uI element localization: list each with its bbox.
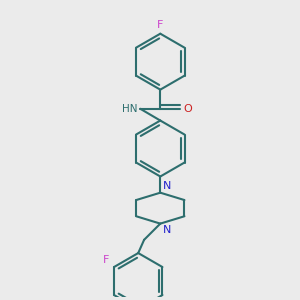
- Text: F: F: [157, 20, 164, 30]
- Text: O: O: [184, 104, 193, 114]
- Text: F: F: [103, 255, 110, 265]
- Text: N: N: [163, 181, 171, 191]
- Text: N: N: [163, 225, 171, 235]
- Text: HN: HN: [122, 104, 138, 114]
